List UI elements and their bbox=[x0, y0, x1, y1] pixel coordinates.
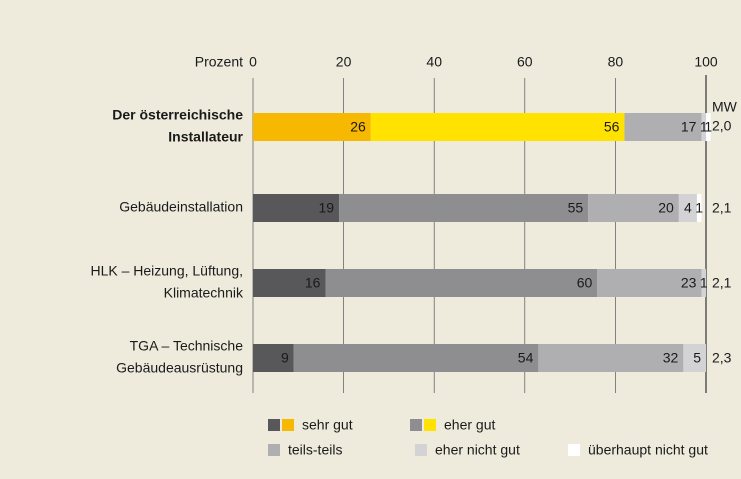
data-label: 20 bbox=[658, 200, 674, 216]
category-label: Klimatechnik bbox=[164, 285, 244, 301]
data-label: 19 bbox=[318, 200, 334, 216]
category-label: Gebäudeausrüstung bbox=[116, 360, 243, 376]
x-tick-label: 40 bbox=[426, 54, 442, 70]
legend-swatch bbox=[282, 419, 294, 431]
bar-segment bbox=[339, 194, 589, 222]
legend-label: sehr gut bbox=[302, 417, 353, 433]
bar-segment bbox=[588, 194, 679, 222]
bar-segment bbox=[678, 194, 697, 222]
category-label: Gebäudeinstallation bbox=[119, 199, 243, 215]
category-label: Installateur bbox=[168, 129, 243, 145]
bar-segment bbox=[253, 113, 371, 141]
x-tick-label: 60 bbox=[517, 54, 533, 70]
bar-segment bbox=[701, 113, 706, 141]
data-label: 32 bbox=[663, 350, 679, 366]
bar-segment bbox=[325, 269, 598, 297]
x-axis-label: Prozent bbox=[195, 54, 243, 70]
data-label: 54 bbox=[518, 350, 534, 366]
bar-segment bbox=[706, 113, 711, 141]
bar-segment bbox=[696, 194, 702, 222]
mw-label: MW bbox=[712, 99, 738, 115]
data-label: 4 bbox=[684, 200, 692, 216]
legend-swatch bbox=[568, 444, 580, 456]
data-label: 23 bbox=[681, 275, 697, 291]
data-label: 1 bbox=[695, 200, 703, 216]
x-tick-label: 20 bbox=[336, 54, 352, 70]
bar-segment bbox=[538, 344, 684, 372]
bar-segment bbox=[253, 194, 340, 222]
bar-segment bbox=[597, 269, 702, 297]
bar-segment bbox=[293, 344, 539, 372]
mw-value: 2,1 bbox=[712, 200, 732, 216]
data-label: 60 bbox=[577, 275, 593, 291]
data-label: 1 bbox=[700, 275, 708, 291]
legend-swatch bbox=[268, 419, 280, 431]
data-label: 17 bbox=[681, 119, 697, 135]
legend-swatch bbox=[268, 444, 280, 456]
x-tick-label: 0 bbox=[249, 54, 257, 70]
mw-value: 2,3 bbox=[712, 350, 732, 366]
mw-value: 2,1 bbox=[712, 275, 732, 291]
data-label: 55 bbox=[568, 200, 584, 216]
legend-swatch bbox=[424, 419, 436, 431]
bar-segment bbox=[253, 344, 294, 372]
data-label: 56 bbox=[604, 119, 620, 135]
x-tick-label: 80 bbox=[608, 54, 624, 70]
data-label: 16 bbox=[305, 275, 321, 291]
legend-swatch bbox=[410, 419, 422, 431]
data-label: 5 bbox=[693, 350, 701, 366]
data-label: 9 bbox=[281, 350, 289, 366]
category-label: Der österreichische bbox=[112, 107, 243, 123]
legend-label: überhaupt nicht gut bbox=[588, 442, 708, 458]
mw-value: 2,0 bbox=[712, 118, 732, 134]
x-tick-label: 100 bbox=[694, 54, 718, 70]
bar-segment bbox=[253, 269, 326, 297]
category-label: TGA – Technische bbox=[130, 338, 244, 354]
category-label: HLK – Heizung, Lüftung, bbox=[90, 263, 243, 279]
bar-segment bbox=[624, 113, 702, 141]
legend-label: eher nicht gut bbox=[435, 442, 520, 458]
data-label: 1 bbox=[704, 119, 712, 135]
legend-swatch bbox=[415, 444, 427, 456]
data-label: 1 bbox=[700, 119, 708, 135]
bar-segment bbox=[701, 269, 706, 297]
data-label: 26 bbox=[350, 119, 366, 135]
legend-label: teils-teils bbox=[288, 442, 342, 458]
bar-segment bbox=[370, 113, 625, 141]
bar-segment bbox=[683, 344, 706, 372]
legend-label: eher gut bbox=[444, 417, 495, 433]
